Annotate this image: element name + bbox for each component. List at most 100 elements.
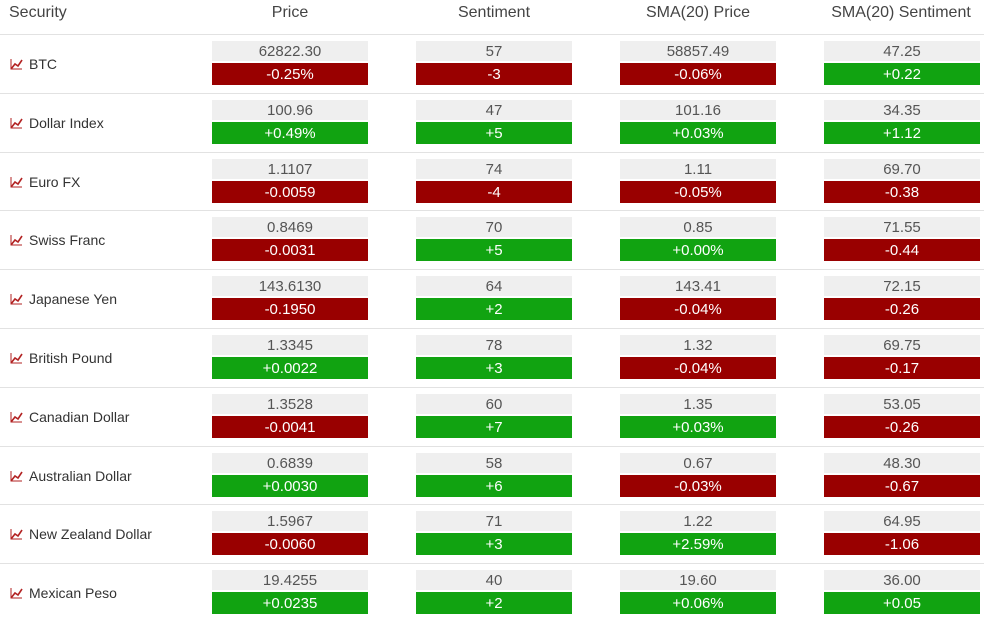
sentiment-cell: 60 +7 xyxy=(416,394,572,438)
sma-sentiment-value: 34.35 xyxy=(824,100,980,120)
line-chart-icon xyxy=(10,235,23,246)
sma-price-change-badge: -0.06% xyxy=(620,63,776,85)
sentiment-value: 47 xyxy=(416,100,572,120)
sentiment-cell: 58 +6 xyxy=(416,453,572,497)
sma-price-change-badge: -0.04% xyxy=(620,357,776,379)
price-change-badge: -0.0060 xyxy=(212,533,368,555)
sentiment-change-badge: +2 xyxy=(416,298,572,320)
sma-price-change-badge: -0.03% xyxy=(620,475,776,497)
sma-sentiment-change-badge: -0.17 xyxy=(824,357,980,379)
security-name: Japanese Yen xyxy=(29,291,117,307)
price-value: 143.6130 xyxy=(212,276,368,296)
security-link[interactable]: Dollar Index xyxy=(10,94,104,152)
table-row: Euro FX 1.1107 -0.0059 74 -4 1.11 -0.05% 69.70-… xyxy=(0,152,984,211)
sma-price-change-badge: -0.04% xyxy=(620,298,776,320)
price-cell: 0.6839 +0.0030 xyxy=(212,453,368,497)
sentiment-cell: 57 -3 xyxy=(416,41,572,85)
sma-price-value: 143.41 xyxy=(620,276,776,296)
sma-sentiment-value: 47.25 xyxy=(824,41,980,61)
price-change-badge: +0.49% xyxy=(212,122,368,144)
price-value: 1.5967 xyxy=(212,511,368,531)
sma-price-value: 0.85 xyxy=(620,217,776,237)
security-link[interactable]: Swiss Franc xyxy=(10,211,105,269)
security-name: Swiss Franc xyxy=(29,232,106,248)
sentiment-cell: 40 +2 xyxy=(416,570,572,614)
security-link[interactable]: Canadian Dollar xyxy=(10,388,129,446)
sentiment-value: 58 xyxy=(416,453,572,473)
security-name: Dollar Index xyxy=(29,115,104,131)
sentiment-cell: 74 -4 xyxy=(416,159,572,203)
table-header: Security Price Sentiment SMA(20) Price S… xyxy=(0,0,984,30)
line-chart-icon xyxy=(10,588,23,599)
sma-sentiment-cell: 69.75 -0.17 xyxy=(824,335,980,379)
sma-price-value: 1.22 xyxy=(620,511,776,531)
sentiment-cell: 47 +5 xyxy=(416,100,572,144)
table-row: Swiss Franc 0.8469 -0.0031 70 +5 0.85 +0.00% 71… xyxy=(0,210,984,269)
price-cell: 0.8469 -0.0031 xyxy=(212,217,368,261)
sma-price-value: 19.60 xyxy=(620,570,776,590)
security-link[interactable]: Euro FX xyxy=(10,153,80,211)
sma-sentiment-change-badge: +1.12 xyxy=(824,122,980,144)
security-link[interactable]: Japanese Yen xyxy=(10,270,117,328)
line-chart-icon xyxy=(10,471,23,482)
sma-sentiment-value: 48.30 xyxy=(824,453,980,473)
price-value: 1.1107 xyxy=(212,159,368,179)
sma-sentiment-value: 64.95 xyxy=(824,511,980,531)
line-chart-icon xyxy=(10,177,23,188)
sma-price-change-badge: +0.06% xyxy=(620,592,776,614)
sma-sentiment-value: 71.55 xyxy=(824,217,980,237)
sma-price-cell: 0.85 +0.00% xyxy=(620,217,776,261)
sma-sentiment-change-badge: +0.22 xyxy=(824,63,980,85)
header-sentiment[interactable]: Sentiment xyxy=(457,4,531,21)
sentiment-cell: 64 +2 xyxy=(416,276,572,320)
table-row: Dollar Index 100.96 +0.49% 47 +5 101.16 +0.03%… xyxy=(0,93,984,152)
table-row: Japanese Yen 143.6130 -0.1950 64 +2 143.41 -0.… xyxy=(0,269,984,328)
sma-price-value: 58857.49 xyxy=(620,41,776,61)
sentiment-change-badge: -3 xyxy=(416,63,572,85)
sentiment-change-badge: +3 xyxy=(416,357,572,379)
price-cell: 1.3528 -0.0041 xyxy=(212,394,368,438)
price-cell: 1.3345 +0.0022 xyxy=(212,335,368,379)
sma-price-change-badge: +2.59% xyxy=(620,533,776,555)
sma-price-value: 1.35 xyxy=(620,394,776,414)
sma-price-cell: 58857.49 -0.06% xyxy=(620,41,776,85)
header-sma-sentiment[interactable]: SMA(20) Sentiment xyxy=(831,4,971,21)
sentiment-value: 64 xyxy=(416,276,572,296)
table-row: New Zealand Dollar 1.5967 -0.0060 71 +3 1.22 +… xyxy=(0,504,984,563)
security-link[interactable]: Australian Dollar xyxy=(10,447,132,505)
line-chart-icon xyxy=(10,294,23,305)
price-cell: 62822.30 -0.25% xyxy=(212,41,368,85)
security-link[interactable]: BTC xyxy=(10,35,57,93)
security-link[interactable]: Mexican Peso xyxy=(10,564,117,622)
security-link[interactable]: British Pound xyxy=(10,329,112,387)
line-chart-icon xyxy=(10,529,23,540)
table-row: BTC 62822.30 -0.25% 57 -3 58857.49 -0.06% 47.25… xyxy=(0,34,984,93)
price-value: 62822.30 xyxy=(212,41,368,61)
sentiment-change-badge: +5 xyxy=(416,239,572,261)
table-row: Mexican Peso 19.4255 +0.0235 40 +2 19.60 +0.06… xyxy=(0,563,984,622)
sma-price-cell: 101.16 +0.03% xyxy=(620,100,776,144)
price-change-badge: +0.0022 xyxy=(212,357,368,379)
sma-price-value: 0.67 xyxy=(620,453,776,473)
price-value: 19.4255 xyxy=(212,570,368,590)
sentiment-value: 40 xyxy=(416,570,572,590)
price-cell: 143.6130 -0.1950 xyxy=(212,276,368,320)
header-sma-price[interactable]: SMA(20) Price xyxy=(645,4,751,21)
sma-sentiment-cell: 64.95 -1.06 xyxy=(824,511,980,555)
sma-price-cell: 1.35 +0.03% xyxy=(620,394,776,438)
sma-price-cell: 0.67 -0.03% xyxy=(620,453,776,497)
sma-sentiment-change-badge: -0.26 xyxy=(824,298,980,320)
price-value: 1.3345 xyxy=(212,335,368,355)
line-chart-icon xyxy=(10,412,23,423)
price-value: 0.8469 xyxy=(212,217,368,237)
sma-price-cell: 1.32 -0.04% xyxy=(620,335,776,379)
price-change-badge: -0.25% xyxy=(212,63,368,85)
sma-price-value: 101.16 xyxy=(620,100,776,120)
line-chart-icon xyxy=(10,118,23,129)
sma-sentiment-cell: 48.30 -0.67 xyxy=(824,453,980,497)
header-price[interactable]: Price xyxy=(271,4,309,21)
sma-sentiment-cell: 36.00 +0.05 xyxy=(824,570,980,614)
price-value: 100.96 xyxy=(212,100,368,120)
header-security[interactable]: Security xyxy=(9,4,67,21)
security-link[interactable]: New Zealand Dollar xyxy=(10,505,152,563)
